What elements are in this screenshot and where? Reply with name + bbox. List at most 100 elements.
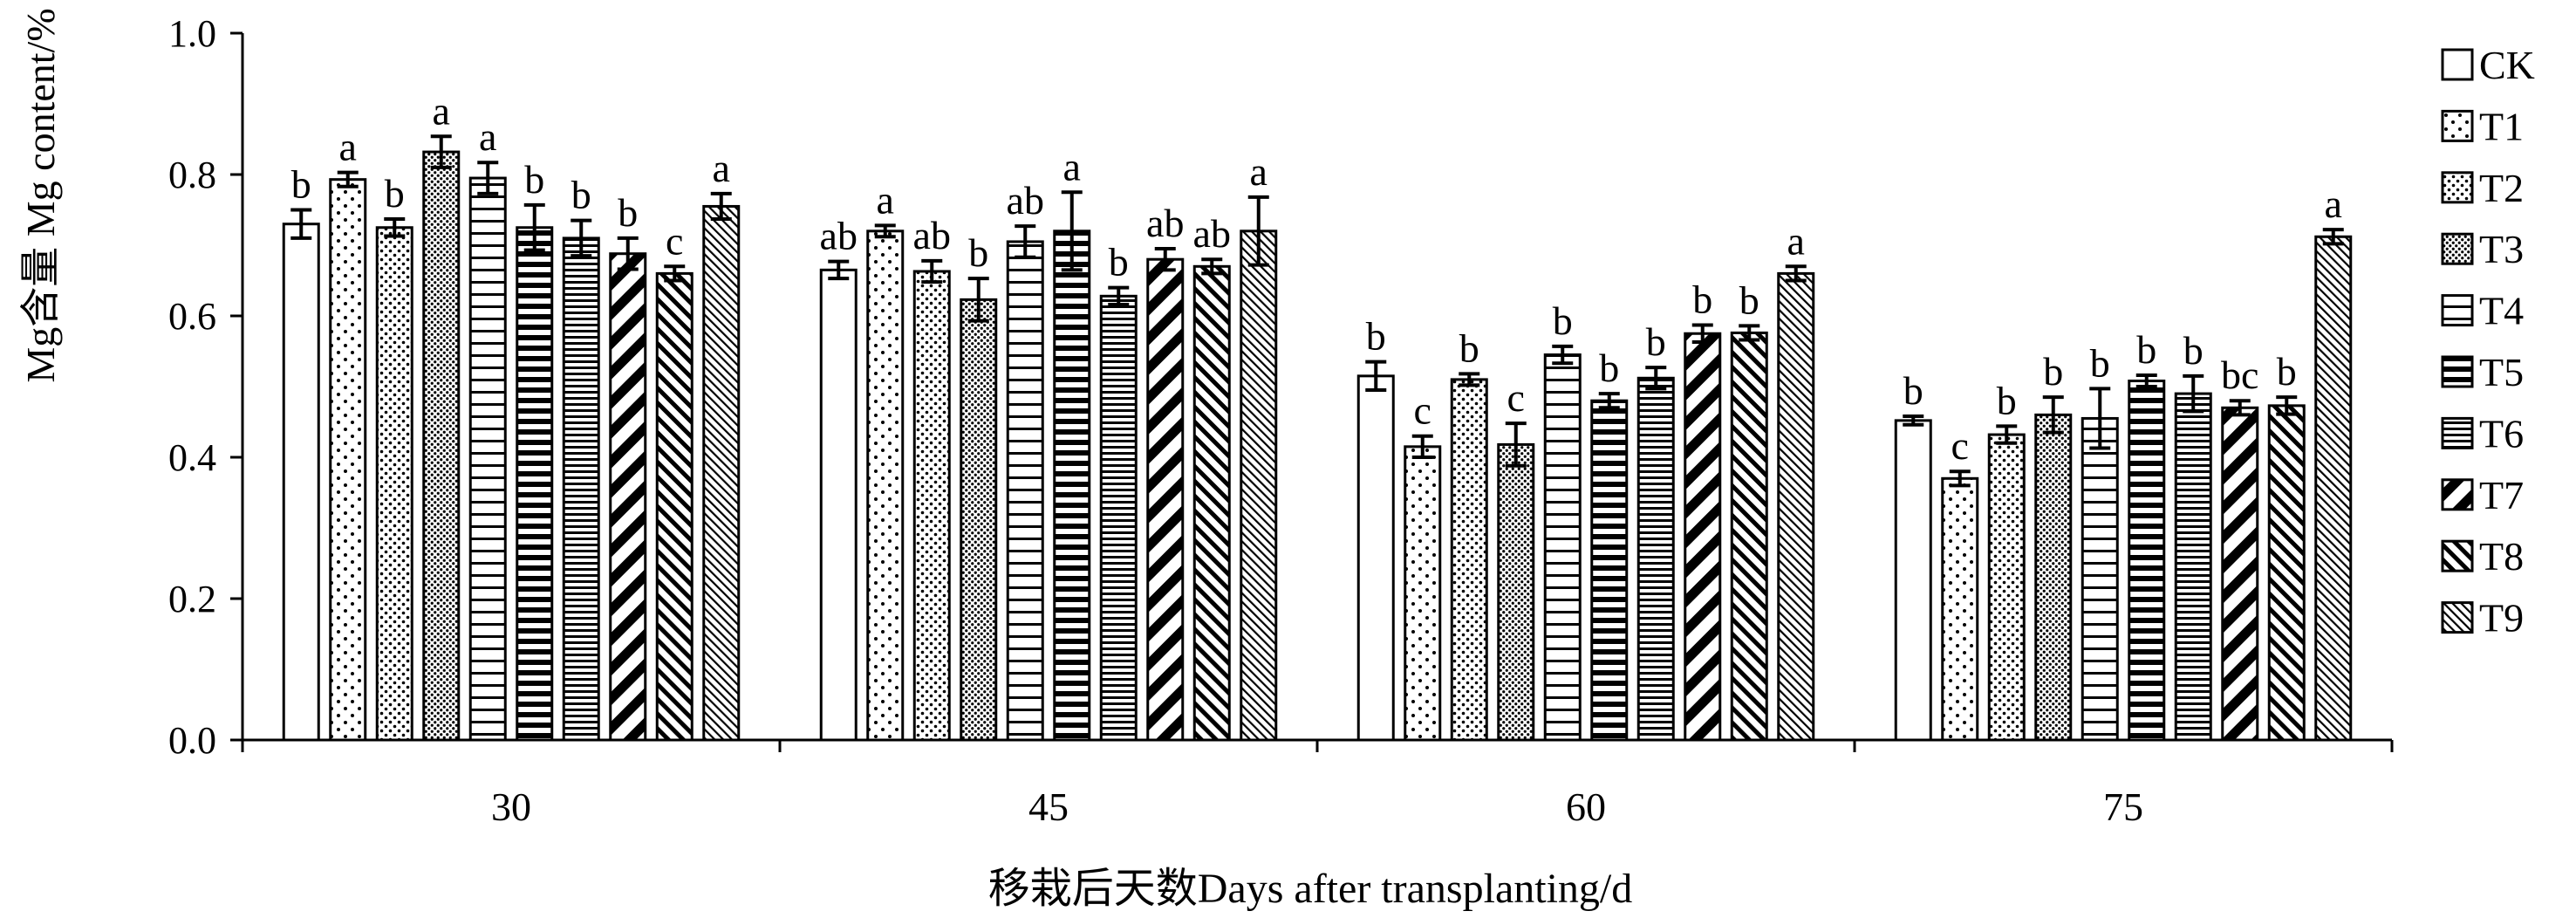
bar-T3-45 (960, 298, 998, 742)
significance-label: ab (913, 213, 951, 257)
x-tick-label: 30 (491, 784, 531, 829)
significance-label: a (713, 146, 730, 190)
legend-swatch-T4 (2441, 294, 2474, 327)
significance-label: a (877, 177, 894, 222)
significance-label: b (1109, 240, 1129, 284)
bar-T8-60 (1730, 331, 1768, 742)
significance-label: b (2277, 349, 2297, 394)
legend-label: T9 (2479, 596, 2524, 641)
bar-T6-45 (1099, 294, 1138, 742)
significance-label: a (1787, 218, 1805, 263)
bar-T5-60 (1590, 399, 1629, 742)
bar-CK-45 (819, 268, 858, 742)
bar-T8-30 (655, 271, 694, 742)
bar-T2-75 (1987, 433, 2026, 742)
significance-label: a (1250, 149, 1268, 194)
legend-swatch-T1 (2441, 109, 2474, 142)
y-tick-label: 0.0 (168, 719, 216, 762)
legend-label: T8 (2479, 534, 2524, 579)
legend-label: T2 (2479, 166, 2524, 210)
bar-T1-60 (1404, 445, 1442, 742)
bars (282, 134, 2353, 742)
legend-label: T7 (2479, 473, 2524, 517)
significance-label: b (1903, 368, 1923, 413)
bar-T9-45 (1240, 230, 1278, 742)
bar-T3-30 (422, 150, 461, 742)
bar-T7-60 (1684, 332, 1722, 742)
bar-T8-45 (1192, 264, 1231, 742)
significance-label: c (666, 218, 683, 263)
bar-T4-75 (2081, 416, 2119, 742)
y-tick-label: 1.0 (168, 12, 216, 55)
significance-label: b (1553, 298, 1573, 343)
significance-label: c (1414, 388, 1431, 433)
x-tick-label: 45 (1028, 784, 1069, 829)
legend-label: T4 (2479, 289, 2524, 333)
significance-label: ab (820, 214, 858, 258)
bar-T2-30 (375, 226, 413, 742)
bar-T8-75 (2267, 404, 2306, 742)
bar-T7-30 (609, 252, 647, 742)
significance-label: ab (1193, 211, 1231, 256)
bar-T4-45 (1006, 240, 1044, 742)
bar-T1-75 (1941, 476, 1979, 742)
significance-label: b (385, 171, 405, 216)
legend-swatch-CK (2441, 48, 2474, 81)
bar-CK-60 (1356, 374, 1395, 742)
bar-T7-45 (1146, 257, 1185, 742)
y-axis-label: Mg含量 Mg content/% (18, 8, 63, 382)
significance-label: b (2043, 349, 2063, 394)
significance-label: a (1063, 144, 1081, 188)
bar-T6-30 (562, 236, 600, 742)
significance-label: b (2136, 327, 2156, 372)
significance-label: a (2325, 182, 2342, 226)
y-tick-label: 0.4 (168, 436, 216, 479)
significance-label: bc (2221, 353, 2258, 397)
bar-T6-60 (1636, 376, 1675, 742)
significance-label: b (1599, 346, 1619, 390)
significance-label: b (2090, 340, 2110, 385)
legend-label: T3 (2479, 227, 2524, 271)
legend-label: T1 (2479, 104, 2524, 148)
y-tick-label: 0.8 (168, 154, 216, 196)
y-axis: 0.0 0.2 0.4 0.6 0.8 1.0 (168, 12, 244, 762)
bar-CK-30 (282, 223, 320, 742)
legend: CK T1 T2 T3 T4 T5 T6 T7 T8 T9 (2441, 43, 2535, 641)
significance-label: b (1739, 277, 1759, 322)
bar-T4-30 (468, 176, 507, 742)
legend-swatch-T9 (2441, 601, 2474, 634)
significance-label: c (1951, 423, 1969, 468)
bar-T5-45 (1053, 230, 1091, 742)
significance-label: a (479, 114, 496, 159)
significance-label: a (339, 125, 357, 169)
bar-T9-30 (702, 204, 741, 742)
x-tick-label: 60 (1566, 784, 1606, 829)
x-axis-label: 移栽后天数Days after transplanting/d (988, 866, 1633, 912)
significance-label: b (1459, 325, 1479, 370)
bar-T5-75 (2128, 380, 2166, 742)
y-tick-label: 0.6 (168, 295, 216, 338)
legend-swatch-T8 (2441, 539, 2474, 572)
significance-label: b (2183, 328, 2204, 373)
significance-label: b (291, 162, 311, 207)
legend-label: CK (2479, 43, 2535, 87)
bar-T7-75 (2221, 406, 2259, 742)
significance-label: a (433, 88, 450, 133)
bar-T1-45 (866, 230, 905, 742)
x-axis: 30 45 60 75 (241, 738, 2394, 829)
significance-label: b (524, 157, 544, 202)
significance-label: b (968, 230, 988, 275)
bar-T2-45 (912, 270, 951, 742)
bar-T6-75 (2174, 392, 2212, 742)
significance-label: b (1646, 319, 1666, 364)
significance-label: b (1692, 277, 1712, 322)
bar-T3-75 (2034, 413, 2073, 742)
bar-T9-75 (2314, 235, 2353, 742)
significance-label: b (1366, 314, 1386, 359)
x-tick-label: 75 (2103, 784, 2143, 829)
y-tick-label: 0.2 (168, 578, 216, 620)
legend-swatch-T2 (2441, 171, 2474, 204)
legend-swatch-T5 (2441, 355, 2474, 388)
bar-T4-60 (1543, 353, 1582, 742)
